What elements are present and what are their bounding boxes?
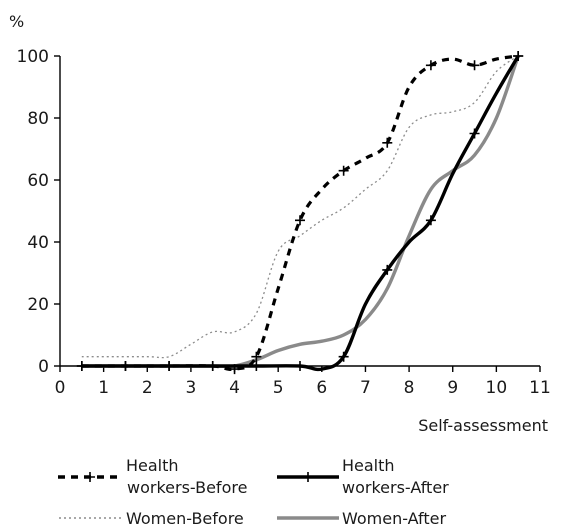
series-line-women-before bbox=[81, 55, 519, 359]
point-marker-health-workers-before bbox=[425, 60, 436, 71]
x-axis-title: Self-assessment bbox=[418, 416, 548, 435]
point-marker-health-workers-before bbox=[469, 60, 480, 71]
point-marker-health-workers-after bbox=[469, 128, 480, 139]
x-tick-label: 11 bbox=[529, 378, 551, 398]
point-marker-health-workers-after bbox=[425, 215, 436, 226]
point-marker-health-workers-after bbox=[207, 361, 218, 371]
point-marker-health-workers-after bbox=[513, 51, 524, 61]
legend-label-health-workers-after-line1: Health bbox=[342, 456, 395, 475]
legend-marker-health-workers-before bbox=[85, 472, 95, 482]
legend-item-women-before: Women-Before bbox=[59, 509, 244, 528]
axes bbox=[59, 56, 540, 367]
x-tick-label: 6 bbox=[316, 378, 327, 398]
legend-label-health-workers-before-line2: workers-Before bbox=[127, 478, 247, 497]
legend-label-health-workers-after-line2: workers-After bbox=[342, 478, 449, 497]
legend-label-women-before: Women-Before bbox=[126, 509, 244, 528]
y-tick-label: 0 bbox=[38, 357, 49, 377]
y-axis-ticks: 0 20 40 60 80 100 bbox=[17, 47, 60, 377]
legend-marker-health-workers-after bbox=[303, 472, 313, 482]
point-marker-health-workers-after bbox=[295, 361, 305, 371]
point-marker-health-workers-before bbox=[338, 165, 349, 176]
point-marker-health-workers-after bbox=[338, 351, 349, 362]
x-tick-label: 7 bbox=[360, 378, 371, 398]
legend-item-health-workers-after: Health workers-After bbox=[277, 456, 449, 497]
x-tick-label: 5 bbox=[273, 378, 284, 398]
point-marker-health-workers-after bbox=[251, 361, 262, 371]
x-tick-label: 8 bbox=[404, 378, 415, 398]
x-axis-ticks: 0 1 2 3 4 5 6 7 8 9 10 11 bbox=[55, 366, 551, 398]
legend-label-health-workers-before-line1: Health bbox=[126, 456, 179, 475]
point-marker-health-workers-before bbox=[382, 137, 393, 148]
point-marker-health-workers-after bbox=[382, 264, 393, 275]
legend-item-health-workers-before: Health workers-Before bbox=[58, 456, 247, 497]
x-tick-label: 2 bbox=[142, 378, 153, 398]
x-tick-label: 0 bbox=[55, 378, 66, 398]
x-tick-label: 4 bbox=[229, 378, 240, 398]
y-tick-label: 20 bbox=[27, 295, 49, 315]
y-tick-label: 40 bbox=[27, 233, 49, 253]
legend-label-women-after: Women-After bbox=[342, 509, 447, 528]
x-tick-label: 3 bbox=[185, 378, 196, 398]
legend: Health workers-Before Health workers-Aft… bbox=[58, 456, 449, 528]
point-marker-health-workers-before bbox=[295, 215, 305, 226]
plot-lines bbox=[76, 51, 524, 375]
point-marker-health-workers-before bbox=[251, 351, 262, 362]
point-marker-health-workers-after bbox=[164, 361, 175, 371]
point-marker-health-workers-after bbox=[76, 361, 87, 371]
y-tick-label: 80 bbox=[27, 109, 49, 129]
series-line-health-workers-before bbox=[81, 54, 519, 372]
series-line-women-after bbox=[81, 55, 520, 369]
x-tick-label: 1 bbox=[98, 378, 109, 398]
x-tick-label: 10 bbox=[486, 378, 508, 398]
x-tick-label: 9 bbox=[447, 378, 458, 398]
legend-item-women-after: Women-After bbox=[277, 509, 447, 528]
y-tick-label: 60 bbox=[27, 171, 49, 191]
point-marker-health-workers-after bbox=[120, 361, 131, 371]
series-line-health-workers-after bbox=[81, 55, 520, 372]
y-tick-label: 100 bbox=[17, 47, 49, 67]
y-axis-title: % bbox=[9, 12, 24, 31]
